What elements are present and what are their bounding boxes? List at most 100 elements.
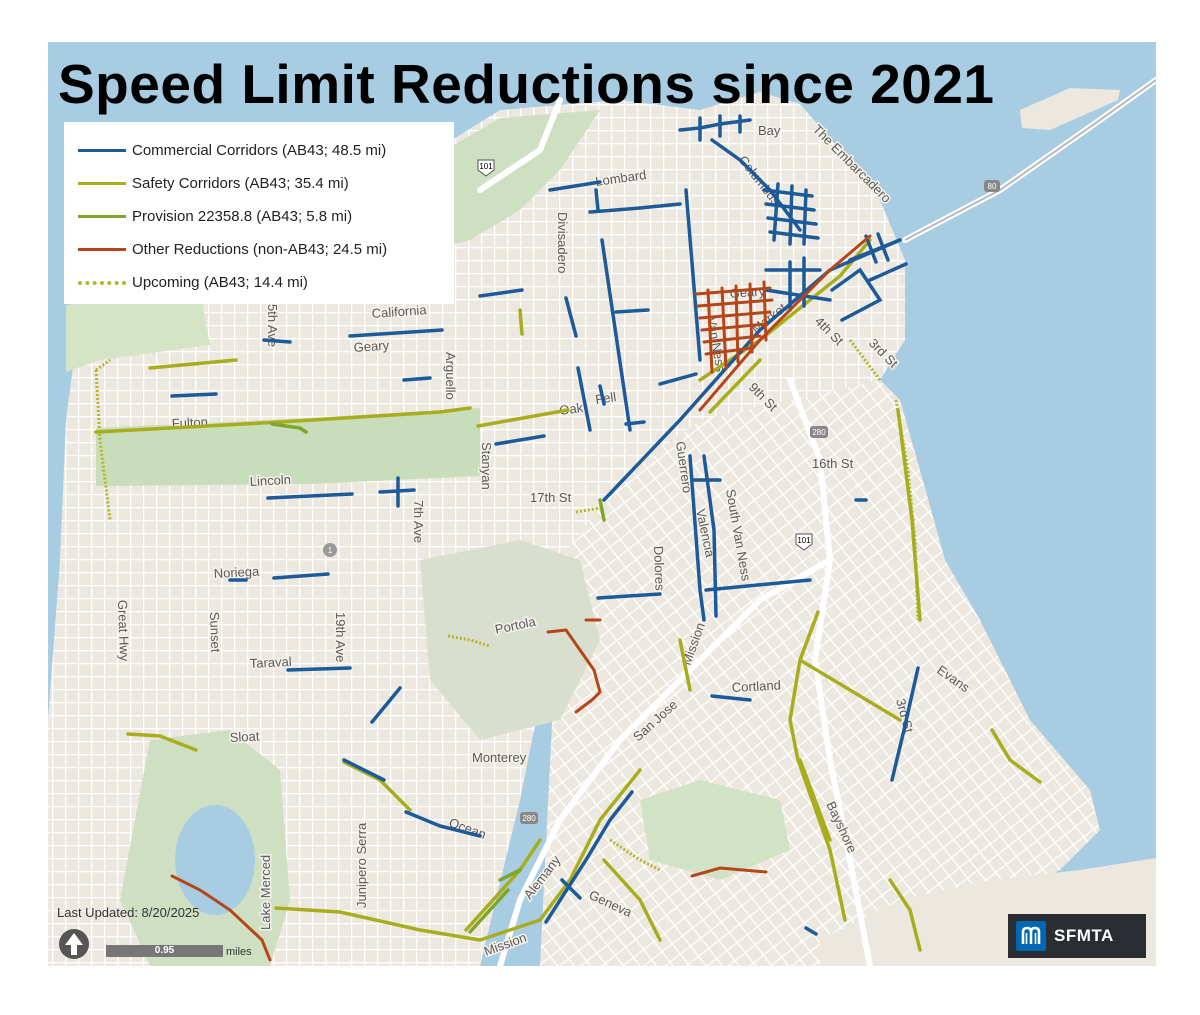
shield-text: 101: [479, 162, 493, 171]
legend-swatch: [78, 215, 126, 218]
safety-corridor: [476, 408, 570, 428]
street-label-stanyan: Stanyan: [479, 442, 494, 490]
commercial-corridor: [688, 454, 706, 622]
land-west: [48, 92, 905, 966]
other-reduction: [706, 280, 768, 374]
legend-swatch: [78, 248, 126, 251]
state-route-shield: 1: [323, 543, 337, 557]
map-title: Speed Limit Reductions since 2021: [58, 53, 995, 115]
safety-corridor: [274, 768, 642, 942]
provision-corridor: [598, 498, 606, 522]
shield-text: 1: [328, 546, 333, 555]
scale-bar: 0.95: [106, 945, 223, 957]
commercial-corridor: [342, 758, 386, 782]
us-highway-shield: 101: [477, 159, 495, 177]
commercial-corridor: [830, 267, 883, 322]
safety-corridor: [788, 610, 847, 922]
street-label-19th-ave: 19th Ave: [333, 612, 348, 662]
interstate-shield: 280: [520, 812, 538, 824]
upcoming-segment: [848, 339, 882, 381]
commercial-corridor: [684, 188, 702, 362]
shield-text: 280: [812, 428, 826, 437]
safety-corridor: [896, 408, 922, 622]
commercial-corridors: [170, 114, 920, 936]
commercial-corridor: [598, 384, 606, 406]
other-reduction: [546, 628, 602, 714]
legend-swatch: [78, 182, 126, 185]
commercial-corridor: [548, 180, 602, 192]
commercial-corridor: [890, 666, 920, 782]
provision-corridor: [468, 888, 510, 934]
commercial-corridor: [624, 420, 646, 426]
commercial-corridor: [348, 328, 444, 338]
commercial-corridor: [772, 182, 808, 246]
twin-peaks: [420, 540, 600, 740]
safety-corridor: [148, 358, 238, 370]
street-label-17th-st: 17th St: [530, 490, 572, 505]
safety-corridor: [678, 638, 692, 692]
commercial-corridor: [286, 666, 352, 672]
street-label-divisadero: Divisadero: [555, 212, 570, 273]
street-label-oak: Oak: [558, 400, 584, 418]
other-reductions: [170, 234, 872, 962]
shield-text: 101: [797, 536, 811, 545]
commercial-corridor: [564, 296, 578, 338]
legend-item-upcoming: Upcoming (AB43; 14.4 mi): [78, 266, 454, 299]
upcoming-segment: [95, 358, 111, 372]
interstate-shield: 280: [810, 426, 828, 438]
commercial-corridor: [478, 288, 524, 298]
safety-corridor: [798, 658, 902, 722]
street-label-monterey: Monterey: [472, 750, 527, 765]
legend-label: Provision 22358.8 (AB43; 5.8 mi): [132, 208, 353, 225]
commercial-corridor: [378, 476, 416, 508]
commercial-corridor: [402, 376, 432, 382]
commercial-corridor: [704, 578, 812, 592]
upcoming-segment: [609, 838, 661, 872]
street-label-geary-west: Geary: [353, 338, 390, 355]
commercial-corridor: [588, 202, 682, 214]
legend-item-provision: Provision 22358.8 (AB43; 5.8 mi): [78, 200, 454, 233]
street-label-fell: Fell: [594, 389, 617, 407]
upcoming-segment: [575, 506, 601, 514]
legend-label: Upcoming (AB43; 14.4 mi): [132, 274, 308, 291]
sfmta-logo-text: SFMTA: [1054, 926, 1114, 945]
sfmta-logo: SFMTA: [1008, 914, 1146, 958]
north-arrow-icon: [59, 929, 89, 959]
lincoln-park: [66, 290, 210, 372]
safety-corridor: [126, 732, 198, 752]
safety-corridor: [342, 760, 412, 812]
commercial-corridor: [544, 790, 634, 924]
street-label-7th-ave: 7th Ave: [411, 500, 426, 543]
street-label-california: California: [371, 302, 428, 321]
commercial-corridor: [698, 114, 742, 142]
safety-corridor: [602, 858, 662, 942]
street-label-5th-ave: 5th Ave: [265, 304, 280, 347]
shield-text: 80: [988, 182, 997, 191]
mclaren-park: [640, 780, 790, 880]
commercial-corridor: [848, 232, 902, 264]
bay-bridge: [904, 79, 1156, 241]
provision-corridor: [270, 422, 308, 434]
commercial-corridor: [710, 694, 752, 702]
street-label-sunset: Sunset: [207, 612, 223, 653]
commercial-corridor: [272, 572, 330, 580]
street-label-16th-st: 16th St: [812, 456, 854, 471]
last-updated-text: Last Updated: 8/20/2025: [57, 905, 200, 920]
highway-shields: 101 80 280 101 1 280: [323, 159, 1000, 824]
commercial-corridor: [658, 372, 698, 386]
interstate-shield: 80: [984, 180, 1000, 192]
legend-item-safety-corridors: Safety Corridors (AB43; 35.4 mi): [78, 167, 454, 200]
safety-corridor: [798, 758, 832, 842]
us-highway-shield: 101: [795, 533, 813, 551]
street-label-dolores: Dolores: [651, 546, 668, 592]
commercial-corridor: [596, 592, 662, 600]
safety-corridor: [94, 406, 472, 434]
street-label-cortland: Cortland: [731, 677, 781, 695]
upcoming-segment: [447, 634, 491, 648]
city-map[interactable]: Bay Lombard Columbus The Embarcadero Div…: [48, 42, 1156, 966]
commercial-corridor: [764, 288, 832, 302]
commercial-corridor: [266, 492, 354, 500]
scale-unit: miles: [226, 946, 252, 958]
other-reduction: [690, 866, 768, 878]
legend-label: Other Reductions (non-AB43; 24.5 mi): [132, 241, 388, 258]
